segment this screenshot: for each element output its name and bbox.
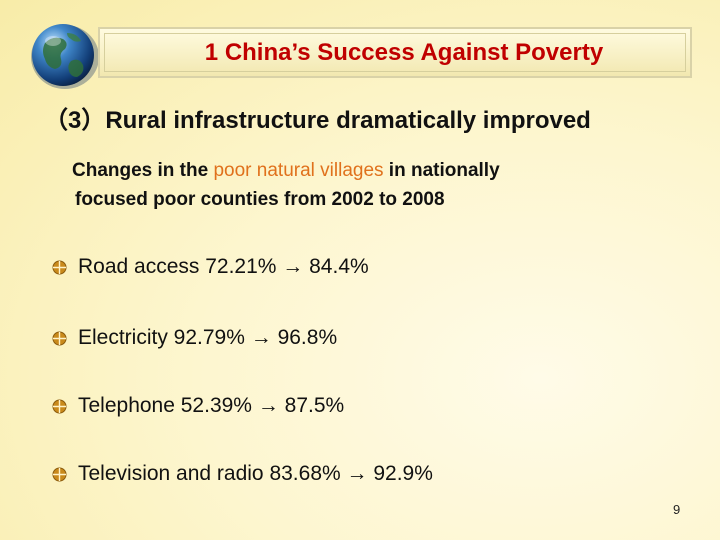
globe-icon (27, 21, 103, 91)
bullet-telephone: Telephone 52.39% → 87.5% (52, 394, 344, 418)
bullet-icon (52, 399, 67, 413)
bullet-television-radio: Television and radio 83.68% → 92.9% (52, 462, 433, 486)
intro-text: Changes in the poor natural villages in … (72, 156, 672, 214)
intro-line-2: focused poor counties from 2002 to 2008 (75, 189, 445, 210)
bullet-icon (52, 331, 67, 345)
bullet-label: Television and radio 83.68% → 92.9% (78, 462, 433, 485)
bullet-icon (52, 260, 67, 274)
bullet-electricity: Electricity 92.79% → 96.8% (52, 326, 337, 350)
bullet-label: Electricity 92.79% → 96.8% (78, 326, 338, 349)
intro-line-1: Changes in the poor natural villages in … (72, 156, 672, 185)
slide-title: 1 China’s Success Against Poverty (204, 38, 604, 66)
bullet-label: Telephone 52.39% → 87.5% (78, 394, 345, 417)
bullet-road-access: Road access 72.21% → 84.4% (52, 255, 369, 279)
page-number: 9 (673, 502, 681, 517)
intro-part-1: Changes in the (72, 160, 214, 181)
bullet-icon (52, 467, 67, 481)
title-bar: 1 China’s Success Against Poverty (98, 27, 692, 78)
intro-highlight: poor natural villages (213, 160, 384, 181)
section-subtitle: （3）Rural infrastructure dramatically imp… (44, 107, 591, 134)
intro-part-2: in nationally (383, 160, 500, 181)
bullet-label: Road access 72.21% → 84.4% (78, 255, 369, 278)
